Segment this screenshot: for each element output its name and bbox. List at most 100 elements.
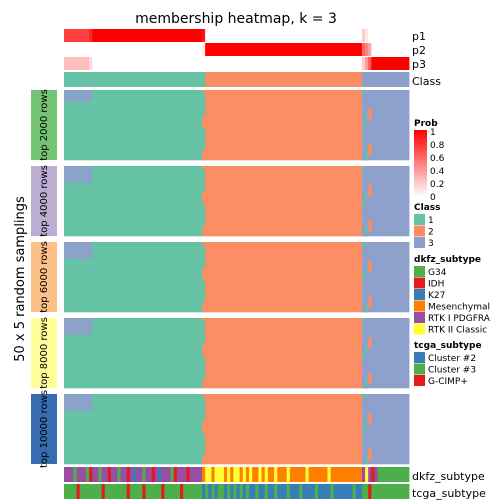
membership-cell-block [64, 329, 93, 331]
top-p1-cell [208, 29, 212, 42]
top-class-cell [352, 72, 357, 87]
tcga-subtype-cell [264, 484, 269, 499]
membership-cell-block [361, 132, 410, 134]
top-p1-cell [261, 29, 266, 42]
membership-cell-block [361, 234, 410, 237]
dkfz-subtype-cell [264, 467, 269, 482]
y-axis-label: 50 x 5 random samplings [13, 196, 28, 362]
top-p2-cell [374, 43, 379, 56]
top-p3-cell [380, 57, 385, 70]
membership-cell-block [64, 341, 206, 344]
top-p3-cell [252, 57, 256, 70]
membership-cell-block [64, 167, 206, 170]
membership-cell [368, 455, 372, 458]
membership-cell-block [361, 120, 410, 123]
membership-cell-block [205, 203, 363, 206]
tcga-subtype-cell [368, 484, 372, 499]
top-p1-cell [79, 29, 84, 42]
membership-cell [365, 277, 369, 279]
dkfz-subtype-cell [167, 467, 172, 482]
membership-cell-block [205, 90, 363, 92]
top-p1-cell [98, 29, 103, 42]
membership-cell [368, 147, 372, 150]
membership-cell [202, 426, 206, 428]
top-class-cell [267, 72, 272, 87]
membership-cell-block [205, 222, 363, 224]
membership-cell-block [361, 254, 410, 257]
membership-cell-block [205, 102, 363, 105]
membership-cell-block [64, 362, 206, 365]
membership-cell-block [361, 141, 410, 144]
membership-cell [365, 320, 369, 323]
top-class-cell [186, 72, 190, 87]
membership-cell [202, 270, 206, 272]
membership-cell [361, 94, 366, 96]
membership-cell [365, 116, 369, 119]
dkfz-subtype-cell [227, 467, 231, 482]
membership-cell-block [64, 405, 206, 407]
membership-cell-block [64, 325, 93, 327]
top-p1-cell [85, 29, 90, 42]
membership-cell-block [205, 141, 363, 144]
top-p2-cell [311, 43, 316, 56]
top-p1-cell [126, 29, 131, 42]
membership-cell [368, 303, 372, 306]
dkfz-subtype-cell [129, 467, 134, 482]
membership-cell-block [205, 430, 363, 433]
membership-cell-block [205, 354, 363, 357]
membership-cell-block [205, 455, 363, 458]
membership-cell-block [64, 319, 93, 322]
membership-cell-block [64, 462, 206, 465]
top-p1-cell [133, 29, 137, 42]
top-p2-cell [92, 43, 96, 56]
tcga-subtype-cell [195, 484, 200, 499]
top-class-cell [198, 72, 203, 87]
membership-cell-block [205, 126, 363, 129]
membership-cell-block [64, 375, 206, 378]
membership-cell-block [205, 329, 363, 331]
membership-cell-block [64, 330, 206, 333]
membership-cell-block [64, 170, 93, 172]
membership-cell-block [361, 399, 410, 402]
dkfz-subtype-cell [192, 467, 197, 482]
membership-cell-block [205, 441, 363, 444]
membership-cell-block [64, 330, 93, 333]
membership-cell-block [64, 189, 206, 192]
membership-cell-block [205, 285, 363, 288]
tcga-subtype-cell [271, 484, 275, 499]
membership-cell-block [361, 182, 410, 185]
tcga-subtype-cell [296, 484, 300, 499]
membership-cell-block [205, 178, 363, 181]
membership-cell [361, 167, 366, 170]
membership-cell [368, 112, 372, 115]
membership-cell-block [205, 170, 363, 172]
membership-cell-block [64, 256, 206, 258]
dkfz-subtype-cell [189, 467, 193, 482]
membership-cell [361, 438, 366, 441]
top-p2-cell [76, 43, 81, 56]
membership-cell-block [205, 424, 363, 427]
membership-cell-block [64, 399, 93, 402]
top-p2-cell [170, 43, 175, 56]
top-p1-cell [151, 29, 156, 42]
membership-cell-block [361, 364, 410, 366]
top-class-cell [277, 72, 281, 87]
membership-cell-block [205, 127, 363, 130]
top-p3-cell [220, 57, 225, 70]
membership-cell-block [361, 92, 410, 95]
membership-cell-block [64, 181, 206, 184]
membership-cell-block [64, 90, 206, 92]
membership-cell [368, 419, 372, 421]
membership-cell-block [205, 319, 363, 322]
membership-cell-block [361, 250, 410, 253]
membership-cell [202, 166, 206, 168]
top-class-cell [292, 72, 297, 87]
membership-cell-block [205, 184, 363, 186]
membership-cell-block [205, 326, 363, 329]
top-p1-cell [92, 29, 96, 42]
membership-cell-block [361, 353, 410, 355]
membership-cell-block [361, 375, 410, 378]
membership-cell-block [361, 296, 410, 299]
legend-dkfz-subtype-label: K27 [428, 291, 445, 301]
